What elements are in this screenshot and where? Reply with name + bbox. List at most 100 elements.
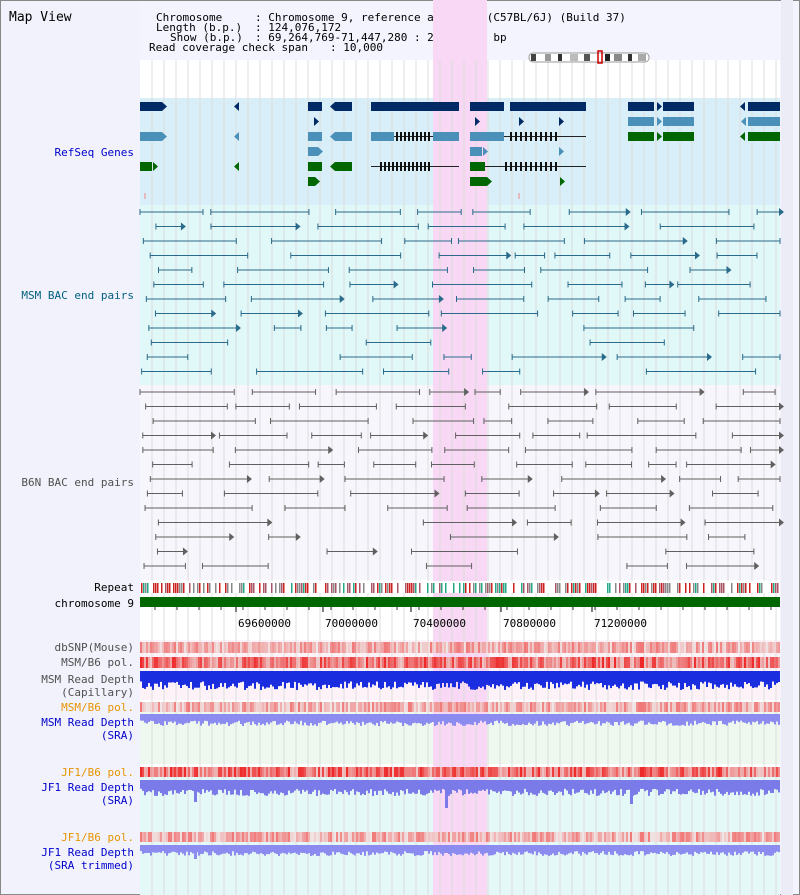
jf1-b6-pol2-heat [178,832,180,842]
msm-b6-pol-heat [220,657,222,668]
jf1-b6-pol2-heat [424,832,426,842]
jf1-b6-pol2-heat [414,832,416,842]
repeat-element [301,583,303,593]
msm-b6-pol2-heat [164,702,166,712]
exon [416,162,418,171]
msm-read-depth-sra [676,714,678,726]
msm-b6-pol-heat [674,657,676,668]
msm-read-depth-capillary [406,671,408,685]
msm-b6-pol2-heat [410,702,412,712]
msm-b6-pol2-heat [142,702,144,712]
dbsnp-heat [566,642,568,653]
jf1-read-depth-sra [384,780,386,790]
jf1-read-depth-trimmed [454,845,456,854]
msm-b6-pol-heat [768,657,770,668]
exon [396,162,398,171]
msm-read-depth-capillary [144,671,146,689]
msm-read-depth-capillary [200,671,202,683]
msm-b6-pol-heat [198,657,200,668]
jf1-b6-pol-heat [442,767,444,777]
jf1-read-depth-trimmed [466,845,468,854]
jf1-read-depth-trimmed [590,845,592,853]
exon [412,162,414,171]
msm-b6-pol2-heat [406,702,408,712]
msm-b6-pol2-heat [266,702,268,712]
repeat-element [189,583,191,593]
msm-read-depth-sra [514,714,516,726]
msm-b6-pol-heat [148,657,150,668]
jf1-read-depth-sra [630,780,633,804]
jf1-b6-pol2-heat [624,832,626,842]
jf1-b6-pol-heat [496,767,498,777]
dbsnp-heat [318,642,320,653]
jf1-b6-pol-heat [560,767,562,777]
jf1-b6-pol-heat [352,767,354,777]
msm-read-depth-capillary [576,671,578,687]
dbsnp-heat [232,642,234,653]
jf1-read-depth-trimmed [264,845,266,856]
repeat-element [643,583,645,593]
jf1-b6-pol2-heat [430,832,432,842]
jf1-read-depth-trimmed [694,845,696,852]
repeat-element [241,583,243,593]
dbsnp-heat [336,642,338,653]
msm-read-depth-sra [284,714,286,723]
bac-end-arrow [434,489,440,498]
jf1-b6-pol-heat [350,767,352,777]
jf1-read-depth-trimmed [718,845,720,855]
jf1-b6-pol-heat [278,767,280,777]
jf1-read-depth-trimmed [608,845,610,852]
msm-read-depth-capillary [642,671,644,682]
msm-read-depth-sra [628,714,630,723]
jf1-read-depth-sra [216,780,218,795]
jf1-read-depth-sra [418,780,420,790]
jf1-read-depth-trimmed [214,845,216,854]
msm-read-depth-capillary [440,671,442,688]
msm-b6-pol2-heat [662,702,664,712]
dbsnp-heat [564,642,566,653]
jf1-read-depth-trimmed [374,845,376,855]
jf1-read-depth-trimmed [462,845,464,856]
exon [416,132,418,141]
msm-read-depth-sra [634,714,636,724]
msm-read-depth-sra [252,714,254,722]
jf1-read-depth-trimmed [778,845,780,853]
repeat-element [161,583,163,593]
dbsnp-heat [450,642,452,653]
msm-b6-pol2-heat [192,702,194,712]
msm-read-depth-capillary [380,671,382,690]
jf1-b6-pol2-heat [268,832,270,842]
dbsnp-heat [164,642,166,653]
jf1-b6-pol-heat [676,767,678,777]
msm-read-depth-capillary [194,671,196,688]
msm-read-depth-capillary [632,671,634,690]
jf1-b6-pol2-heat [282,832,284,842]
jf1-b6-pol-heat [192,767,194,777]
msm-b6-pol2-heat [766,702,768,712]
msm-read-depth-capillary [514,671,516,683]
repeat-element [355,583,357,593]
jf1-b6-pol-heat [602,767,604,777]
jf1-b6-pol2-heat [162,832,164,842]
repeat-element [689,583,691,593]
jf1-read-depth-sra [688,780,690,791]
msm-b6-pol2-heat [768,702,770,712]
dbsnp-heat [306,642,308,653]
msm-b6-pol-heat [418,657,420,668]
jf1-read-depth-sra [492,780,494,792]
dbsnp-heat [706,642,708,653]
repeat-element [731,583,733,593]
repeat-element [165,583,167,593]
jf1-read-depth-trimmed [182,845,184,854]
msm-read-depth-capillary [444,671,446,687]
msm-b6-pol2-heat [356,702,358,712]
msm-read-depth-capillary [592,671,594,682]
msm-b6-pol2-heat [764,702,766,712]
msm-read-depth-capillary [390,671,392,690]
msm-read-depth-capillary [214,671,216,690]
dbsnp-heat [428,642,430,653]
jf1-read-depth-sra [376,780,378,796]
msm-b6-pol2-heat [212,702,214,712]
jf1-read-depth-trimmed [340,845,342,854]
jf1-read-depth-trimmed [726,845,728,856]
